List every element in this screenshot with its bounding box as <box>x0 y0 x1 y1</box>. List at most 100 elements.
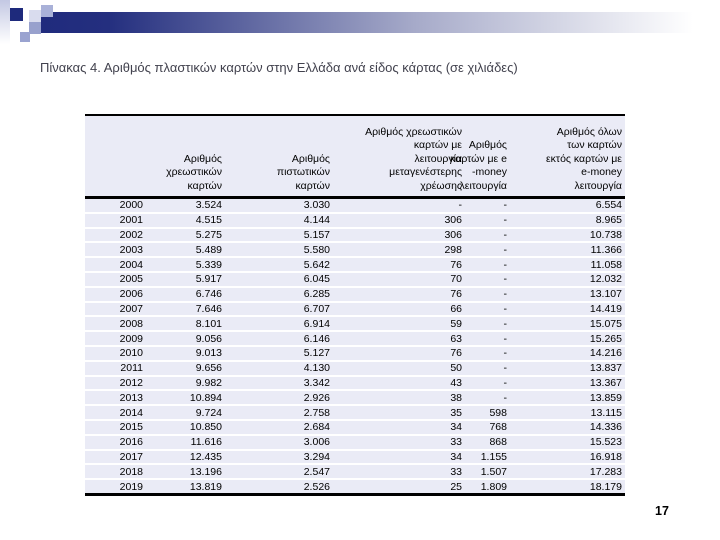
column-header-emoney-cards: Αριθμός καρτών με e -money λειτουργία <box>450 139 507 192</box>
year-cell: 2008 <box>85 316 146 333</box>
year-cell: 2016 <box>85 434 146 451</box>
value-cell: 34 <box>333 449 465 466</box>
value-cell: 1.809 <box>465 479 510 493</box>
column-header-all-cards: Αριθμός όλων των καρτών εκτός καρτών με … <box>545 125 622 192</box>
deco-square-navy-icon <box>10 8 23 21</box>
value-cell: 6.285 <box>225 286 333 303</box>
value-cell: 3.524 <box>146 199 225 214</box>
value-cell: 16.918 <box>510 449 625 466</box>
value-cell: 10.738 <box>510 227 625 244</box>
table-row: 2007 7.646 6.707 66-14.419 <box>85 301 625 318</box>
value-cell: - <box>465 316 510 333</box>
value-cell: 5.157 <box>225 227 333 244</box>
value-cell: 14.336 <box>510 419 625 436</box>
table-row: 2011 9.656 4.130 50-13.837 <box>85 360 625 377</box>
value-cell: 9.013 <box>146 345 225 362</box>
value-cell: 598 <box>465 405 510 421</box>
value-cell: - <box>465 227 510 244</box>
value-cell: 9.656 <box>146 360 225 377</box>
slide-title: Πίνακας 4. Αριθμός πλαστικών καρτών στην… <box>40 60 518 75</box>
table-row: 2019 13.819 2.526 25 1.809 18.179 <box>85 479 625 493</box>
value-cell: 12.032 <box>510 271 625 288</box>
value-cell: 298 <box>333 242 465 259</box>
year-cell: 2002 <box>85 227 146 244</box>
year-cell: 2006 <box>85 286 146 303</box>
table-header: Αριθμός χρεωστικών καρτών Αριθμός πιστωτ… <box>85 116 625 199</box>
deco-square-small-icon <box>20 32 30 42</box>
table-row: 2017 12.435 3.294 34 1.155 16.918 <box>85 449 625 466</box>
value-cell: - <box>465 375 510 392</box>
year-cell: 2003 <box>85 242 146 259</box>
table-row: 2016 11.616 3.006 33 868 15.523 <box>85 434 625 451</box>
value-cell: 35 <box>333 405 465 421</box>
year-cell: 2017 <box>85 449 146 466</box>
value-cell: 6.914 <box>225 316 333 333</box>
value-cell: 43 <box>333 375 465 392</box>
year-cell: 2015 <box>85 419 146 436</box>
value-cell: 3.006 <box>225 434 333 451</box>
deco-gradient-bar-icon <box>41 12 720 33</box>
value-cell: 5.275 <box>146 227 225 244</box>
value-cell: 13.115 <box>510 405 625 421</box>
value-cell: 5.580 <box>225 242 333 259</box>
value-cell: - <box>465 199 510 214</box>
value-cell: 76 <box>333 257 465 273</box>
value-cell: - <box>465 345 510 362</box>
value-cell: 9.724 <box>146 405 225 421</box>
table-row: 2010 9.013 5.127 76-14.216 <box>85 345 625 362</box>
year-cell: 2004 <box>85 257 146 273</box>
value-cell: 50 <box>333 360 465 377</box>
value-cell: 13.819 <box>146 479 225 493</box>
value-cell: 4.130 <box>225 360 333 377</box>
value-cell: 13.107 <box>510 286 625 303</box>
year-cell: 2009 <box>85 331 146 347</box>
value-cell: - <box>333 199 465 214</box>
year-cell: 2005 <box>85 271 146 288</box>
value-cell: 306 <box>333 227 465 244</box>
value-cell: 4.515 <box>146 212 225 229</box>
value-cell: 5.127 <box>225 345 333 362</box>
value-cell: 3.294 <box>225 449 333 466</box>
value-cell: 5.642 <box>225 257 333 273</box>
year-cell: 2000 <box>85 199 146 214</box>
value-cell: - <box>465 242 510 259</box>
table-row: 2008 8.101 6.914 59-15.075 <box>85 316 625 333</box>
value-cell: 15.265 <box>510 331 625 347</box>
value-cell: 306 <box>333 212 465 229</box>
table-body: 2000 3.524 3.030- -6.554 2001 4.515 4.144 306-8… <box>85 199 625 493</box>
value-cell: 6.554 <box>510 199 625 214</box>
year-cell: 2012 <box>85 375 146 392</box>
value-cell: 8.965 <box>510 212 625 229</box>
value-cell: - <box>465 360 510 377</box>
value-cell: 76 <box>333 286 465 303</box>
value-cell: 33 <box>333 464 465 481</box>
deco-square-medium-light-icon <box>41 5 53 17</box>
table-row: 2003 5.489 5.580 298-11.366 <box>85 242 625 259</box>
value-cell: 11.366 <box>510 242 625 259</box>
table-row: 2018 13.196 2.547 33 1.507 17.283 <box>85 464 625 481</box>
value-cell: 13.367 <box>510 375 625 392</box>
deco-square-pale-icon <box>29 10 41 22</box>
value-cell: 6.707 <box>225 301 333 318</box>
table-row: 2013 10.894 2.926 38-13.859 <box>85 390 625 407</box>
table-grid: 2000 3.524 3.030- -6.554 2001 4.515 4.144 306-8… <box>85 199 625 493</box>
value-cell: 76 <box>333 345 465 362</box>
year-cell: 2014 <box>85 405 146 421</box>
value-cell: 2.926 <box>225 390 333 407</box>
value-cell: 14.216 <box>510 345 625 362</box>
table-row: 2004 5.339 5.642 76-11.058 <box>85 257 625 273</box>
value-cell: 11.616 <box>146 434 225 451</box>
value-cell: 768 <box>465 419 510 436</box>
deco-square-medium-icon <box>29 22 41 34</box>
value-cell: 17.283 <box>510 464 625 481</box>
value-cell: 7.646 <box>146 301 225 318</box>
value-cell: 9.056 <box>146 331 225 347</box>
value-cell: 11.058 <box>510 257 625 273</box>
table-row: 2002 5.275 5.157 306-10.738 <box>85 227 625 244</box>
column-header-delayed-debit: Αριθμός χρεωστικών καρτών με λειτουργία … <box>365 125 462 192</box>
year-cell: 2018 <box>85 464 146 481</box>
value-cell: 12.435 <box>146 449 225 466</box>
year-cell: 2010 <box>85 345 146 362</box>
value-cell: 2.684 <box>225 419 333 436</box>
